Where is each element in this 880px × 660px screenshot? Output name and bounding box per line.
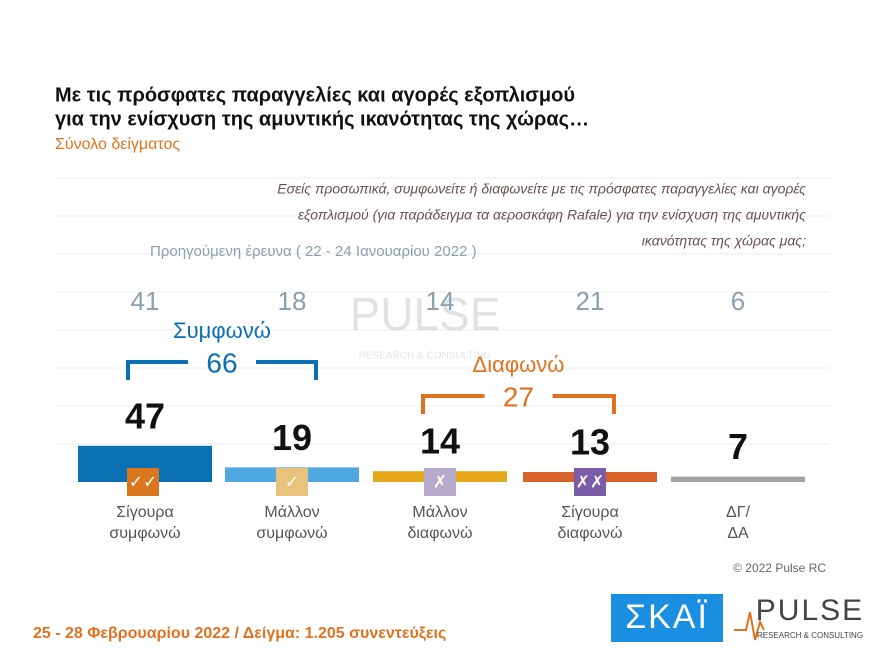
pulse-logo: PULSE RESEARCH & CONSULTING [734, 594, 864, 641]
group-value: 66 [206, 347, 237, 378]
subtitle: Σύνολο δείγματος [55, 136, 180, 153]
svg-text:✓✓: ✓✓ [129, 472, 158, 491]
category-label: Μάλλον [264, 504, 319, 521]
svg-text:✗✗: ✗✗ [576, 472, 605, 491]
question-line: Εσείς προσωπικά, συμφωνείτε ή διαφωνείτε… [277, 181, 806, 197]
watermark-text: PULSE [350, 288, 501, 340]
previous-value: 21 [576, 286, 605, 316]
category-label: ΔΓ/ [726, 504, 751, 521]
value-label: 13 [570, 422, 610, 463]
previous-value: 41 [131, 286, 160, 316]
category-label: διαφωνώ [407, 525, 472, 542]
category-label: Σίγουρα [561, 504, 618, 521]
previous-value: 14 [426, 286, 455, 316]
value-label: 19 [272, 417, 312, 458]
category-label: ΔΑ [727, 525, 749, 542]
svg-text:✓: ✓ [285, 472, 299, 491]
icon [127, 468, 159, 496]
pulse-text: PULSE [756, 594, 864, 627]
previous-value: 6 [731, 286, 745, 316]
title-line: για την ενίσχυση της αμυντικής ικανότητα… [55, 108, 589, 130]
value-label: 14 [420, 421, 460, 462]
category-label: Μάλλον [412, 504, 467, 521]
icons: ✓✓ ✓ ✗ ✗✗ [127, 468, 606, 496]
group-name: Διαφωνώ [473, 352, 565, 377]
question-line: ικανότητας της χώρας μας; [642, 233, 806, 249]
category-label: Σίγουρα [116, 504, 173, 521]
svg-text:✗: ✗ [433, 472, 447, 491]
group-bracket [421, 394, 616, 414]
pulse-sub: RESEARCH & CONSULTING [757, 631, 863, 640]
footer: 25 - 28 Φεβρουαρίου 2022 / Δείγμα: 1.205… [33, 625, 446, 642]
question-line: εξοπλισμού (για παράδειγμα τα αεροσκάφη … [298, 207, 806, 223]
background-grid [55, 177, 830, 445]
skai-box [611, 594, 723, 642]
copyright: © 2022 Pulse RC [733, 561, 826, 575]
icon [276, 468, 308, 496]
icon [574, 468, 606, 496]
bar [671, 476, 805, 482]
title-line: Με τις πρόσφατες παραγγελίες και αγορές … [55, 84, 575, 106]
skai-logo: ΣΚΑΪ [611, 594, 723, 642]
previous-label: Προηγούμενη έρευνα ( 22 - 24 Ιανουαρίου … [150, 243, 477, 260]
group-bracket [126, 360, 318, 380]
group-name: Συμφωνώ [173, 318, 271, 343]
watermark: PULSE RESEARCH & CONSULTING [350, 288, 501, 361]
skai-text: ΣΚΑΪ [625, 598, 709, 636]
value-label: 7 [728, 426, 748, 467]
watermark-sub: RESEARCH & CONSULTING [359, 351, 492, 362]
category-label: συμφωνώ [109, 525, 180, 542]
icon [424, 468, 456, 496]
group-value: 27 [503, 381, 534, 412]
category-label: διαφωνώ [557, 525, 622, 542]
value-label: 47 [125, 395, 165, 436]
previous-value: 18 [278, 286, 307, 316]
category-label: συμφωνώ [256, 525, 327, 542]
